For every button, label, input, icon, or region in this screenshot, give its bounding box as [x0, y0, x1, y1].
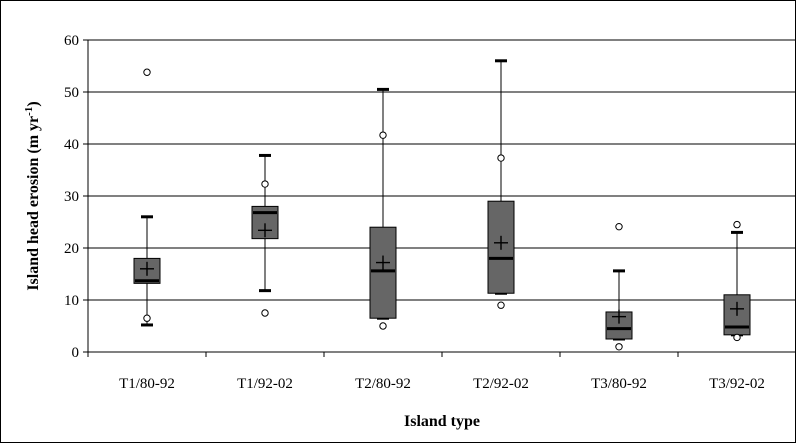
- outlier-low: [143, 314, 151, 322]
- x-tick-label-1: T1/80-92: [119, 376, 175, 392]
- outlier-low: [497, 301, 505, 309]
- y-tick-label-50: 50: [64, 85, 79, 101]
- y-tick-label-40: 40: [64, 137, 79, 153]
- x-tick-label-4: T2/92-02: [473, 376, 529, 392]
- outlier-high: [143, 68, 151, 76]
- outlier-low: [261, 309, 269, 317]
- y-tick-label-30: 30: [64, 189, 79, 205]
- box-6: [723, 220, 751, 342]
- boxes: [133, 59, 751, 351]
- tick-labels: 0 10 20 30 40 50 60 T1/80-92 T1/92-02 T2/80-92 T2/…: [64, 33, 765, 392]
- y-axis-title: Island head erosion (m yr-1): [23, 101, 42, 290]
- box-2: [251, 153, 279, 317]
- x-tick-label-2: T1/92-02: [237, 376, 293, 392]
- box-1: [133, 68, 161, 327]
- x-tick-label-5: T3/80-92: [591, 376, 647, 392]
- box-3: [369, 87, 397, 330]
- y-tick-label-60: 60: [64, 33, 79, 49]
- outlier-low: [733, 333, 741, 342]
- y-axis-title-superscript: -1: [23, 107, 35, 116]
- box-5: [605, 222, 633, 351]
- outlier-high: [379, 131, 387, 139]
- outlier-high: [615, 222, 623, 231]
- y-axis-title-main: Island head erosion (m yr: [25, 116, 42, 291]
- y-tick-label-20: 20: [64, 241, 79, 257]
- axes: [83, 39, 796, 357]
- x-axis-title: Island type: [404, 413, 480, 430]
- outlier-high: [733, 220, 741, 229]
- outlier-high: [261, 180, 269, 188]
- outlier-high: [497, 154, 505, 162]
- iqr-box: [369, 226, 397, 319]
- gridlines: [88, 39, 796, 301]
- y-axis-title-close: ): [25, 101, 42, 106]
- box-4: [487, 59, 515, 309]
- y-tick-label-10: 10: [64, 293, 79, 309]
- x-tick-label-6: T3/92-02: [709, 376, 765, 392]
- outlier-low: [615, 343, 623, 351]
- x-tick-label-3: T2/80-92: [355, 376, 411, 392]
- outlier-low: [379, 322, 387, 330]
- y-tick-label-0: 0: [72, 345, 80, 361]
